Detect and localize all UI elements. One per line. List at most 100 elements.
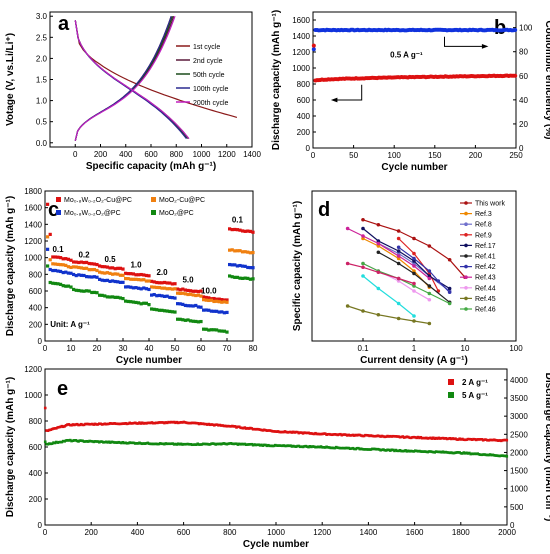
- panel-e-point: [463, 452, 467, 455]
- panel-e-point: [106, 441, 109, 444]
- panel-d-legend-label: Ref.42: [475, 264, 496, 271]
- panel-c-point: [111, 279, 115, 283]
- panel-e-point: [103, 440, 107, 444]
- panel-e-point: [389, 449, 392, 452]
- panel-c-point: [248, 229, 252, 234]
- panel-e-point: [89, 422, 93, 426]
- panel-e-point: [479, 453, 482, 456]
- panel-e-point: [121, 440, 125, 444]
- panel-e-point: [333, 446, 337, 450]
- panel-e-point: [316, 432, 320, 436]
- panel-c-ytick-label: 600: [29, 287, 43, 296]
- panel-a-ytick-label: 2.5: [36, 33, 48, 42]
- panel-e-legend-label: 5 A g⁻¹: [462, 391, 488, 400]
- panel-e-point: [208, 443, 212, 446]
- panel-e-point: [49, 428, 53, 431]
- panel-e-point: [322, 432, 326, 435]
- panel-d-series-point: [361, 309, 365, 313]
- panel-e-point: [276, 444, 280, 447]
- panel-e-point: [165, 421, 169, 425]
- panel-e-point: [91, 422, 94, 426]
- panel-c-point: [246, 250, 250, 254]
- panel-c-point: [212, 299, 216, 304]
- panel-e-point: [158, 442, 162, 445]
- panel-e-point: [434, 450, 438, 453]
- panel-c-point: [74, 273, 78, 278]
- panel-d-series-point: [412, 256, 416, 261]
- panel-e-point: [366, 448, 370, 451]
- panel-e-point: [326, 446, 330, 449]
- panel-e-point: [268, 429, 272, 432]
- panel-c-point: [235, 228, 239, 232]
- panel-c-point: [144, 273, 148, 278]
- panel-c-point: [173, 296, 177, 300]
- panel-e-point: [418, 449, 421, 453]
- panel-e-point: [74, 439, 78, 442]
- panel-e-point: [140, 442, 144, 446]
- panel-e-point: [394, 435, 398, 438]
- panel-e-point: [413, 449, 417, 452]
- panel-c-point: [124, 285, 128, 289]
- panel-e-point: [407, 449, 410, 453]
- panel-c-point: [181, 318, 185, 322]
- panel-c-point: [113, 279, 117, 284]
- panel-e-point: [82, 423, 86, 427]
- panel-e-point: [440, 436, 443, 440]
- panel-e-point: [104, 440, 108, 444]
- panel-e-point: [113, 422, 116, 425]
- panel-c-point: [126, 272, 130, 276]
- panel-c-point: [147, 279, 151, 283]
- panel-e-point: [416, 450, 420, 453]
- panel-e-point: [290, 431, 294, 434]
- panel-e-point: [172, 443, 176, 446]
- panel-c-point: [129, 300, 133, 304]
- panel-c-point: [189, 304, 193, 308]
- panel-e-point: [501, 438, 504, 442]
- panel-e-point: [267, 443, 270, 447]
- panel-e-point: [422, 436, 425, 440]
- panel-e-point: [372, 447, 376, 451]
- panel-c-point: [59, 282, 63, 286]
- panel-c-point: [170, 310, 174, 314]
- panel-e-point: [398, 435, 402, 439]
- panel-e-point: [255, 443, 259, 447]
- panel-d-legend-marker: [464, 201, 468, 205]
- panel-e-point: [214, 423, 218, 427]
- panel-e-point: [348, 447, 352, 451]
- panel-e-point: [140, 421, 144, 425]
- panel-e-point: [300, 445, 303, 448]
- panel-b-y2tick-label: 100: [519, 24, 533, 33]
- panel-e-point: [167, 420, 170, 424]
- panel-e-point: [322, 446, 326, 449]
- panel-b-efficiency-point: [513, 28, 518, 33]
- panel-e-point: [433, 437, 436, 440]
- panel-a-ytick-label: 2.0: [36, 54, 48, 63]
- panel-d-legend-marker: [464, 286, 468, 290]
- panel-e-point: [139, 442, 143, 445]
- panel-b-xtick-label: 250: [509, 151, 523, 160]
- panel-e-point: [271, 429, 274, 433]
- panel-c-point: [92, 267, 96, 272]
- panel-e-point: [183, 421, 187, 424]
- panel-e-point: [454, 437, 457, 440]
- panel-e-point: [323, 432, 327, 435]
- panel-c-point: [124, 299, 128, 303]
- panel-e-point: [429, 450, 432, 453]
- panel-e-point: [260, 428, 263, 432]
- panel-d-series-point: [376, 270, 381, 275]
- panel-c-point: [142, 301, 146, 305]
- panel-e-point: [109, 421, 112, 425]
- panel-c-point: [160, 294, 164, 298]
- panel-e-point: [355, 434, 359, 437]
- panel-c-point: [176, 302, 180, 306]
- panel-e-point: [454, 451, 457, 455]
- panel-e-point: [142, 442, 145, 445]
- panel-e-point: [468, 437, 471, 441]
- panel-c-point: [238, 249, 242, 253]
- panel-c-point: [144, 279, 148, 283]
- panel-a-xtick-label: 1000: [193, 150, 211, 159]
- panel-c-point: [139, 302, 143, 306]
- panel-e-point: [321, 446, 324, 449]
- panel-c-point: [186, 292, 190, 297]
- panel-e-point: [55, 427, 58, 430]
